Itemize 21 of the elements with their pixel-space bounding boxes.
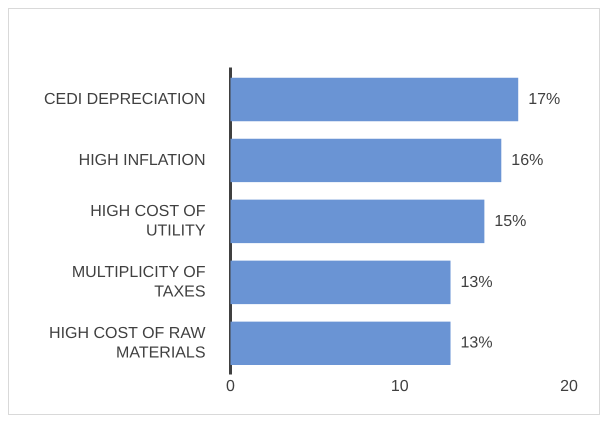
bar xyxy=(230,78,518,122)
bar xyxy=(230,322,451,366)
data-label: 13% xyxy=(460,274,493,291)
category-label: CEDI DEPRECIATION xyxy=(44,90,206,108)
bar xyxy=(230,138,502,182)
category-label: UTILITY xyxy=(146,222,206,240)
category-label: HIGH INFLATION xyxy=(78,152,206,169)
category-label: HIGH COST OF xyxy=(90,203,206,220)
category-label: HIGH COST OF RAW xyxy=(49,325,206,342)
category-label: MULTIPLICITY OF xyxy=(72,264,206,282)
category-label: MATERIALS xyxy=(116,344,206,362)
x-tick-label: 10 xyxy=(390,378,409,395)
data-label: 16% xyxy=(511,152,544,169)
category-label: TAXES xyxy=(154,283,206,300)
data-label: 15% xyxy=(494,212,526,230)
x-tick-label: 20 xyxy=(560,378,578,395)
data-label: 13% xyxy=(460,334,493,352)
x-tick-label: 0 xyxy=(226,378,236,395)
bar xyxy=(230,260,451,304)
data-label: 17% xyxy=(528,90,560,108)
bar xyxy=(230,200,484,244)
